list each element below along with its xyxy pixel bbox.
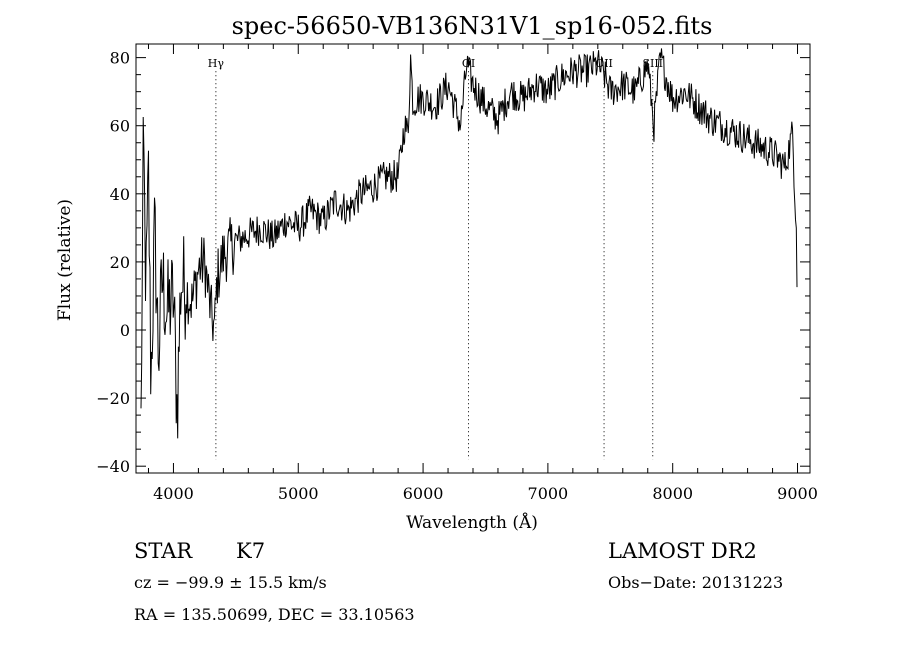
y-tick-label: −20 — [96, 389, 130, 408]
x-tick-label: 8000 — [652, 484, 693, 503]
y-tick-label: 80 — [110, 49, 130, 68]
spectrum-line — [140, 48, 798, 439]
x-tick-label: 9000 — [777, 484, 818, 503]
object-class: STAR — [134, 539, 193, 563]
object-subclass: K7 — [236, 539, 265, 563]
x-axis-label: Wavelength (Å) — [406, 512, 538, 533]
spectrum-series — [140, 48, 798, 439]
y-tick-label: −40 — [96, 457, 130, 476]
plot-frame — [135, 43, 811, 474]
x-tick-label: 4000 — [153, 484, 194, 503]
line-markers: Hγ OI OII SIII — [208, 57, 663, 460]
x-tick-label: 5000 — [278, 484, 319, 503]
redshift-text: cz = −99.9 ± 15.5 km/s — [134, 573, 327, 592]
y-tick-label: 20 — [110, 253, 130, 272]
y-tick-label: 60 — [110, 117, 130, 136]
line-marker-label: Hγ — [208, 57, 225, 70]
y-axis: −40 −20 0 20 40 60 80 — [96, 49, 810, 476]
x-tick-label: 7000 — [528, 484, 569, 503]
survey-name: LAMOST DR2 — [608, 539, 757, 563]
obs-date-text: Obs−Date: 20131223 — [608, 573, 783, 592]
y-tick-label: 40 — [110, 185, 130, 204]
chart-title: spec-56650-VB136N31V1_sp16-052.fits — [232, 12, 713, 40]
radec-text: RA = 135.50699, DEC = 33.10563 — [134, 605, 415, 624]
y-tick-label: 0 — [120, 321, 130, 340]
y-axis-label: Flux (relative) — [55, 199, 75, 321]
x-axis: 4000 5000 6000 7000 8000 9000 — [147, 44, 818, 503]
x-tick-label: 6000 — [403, 484, 444, 503]
